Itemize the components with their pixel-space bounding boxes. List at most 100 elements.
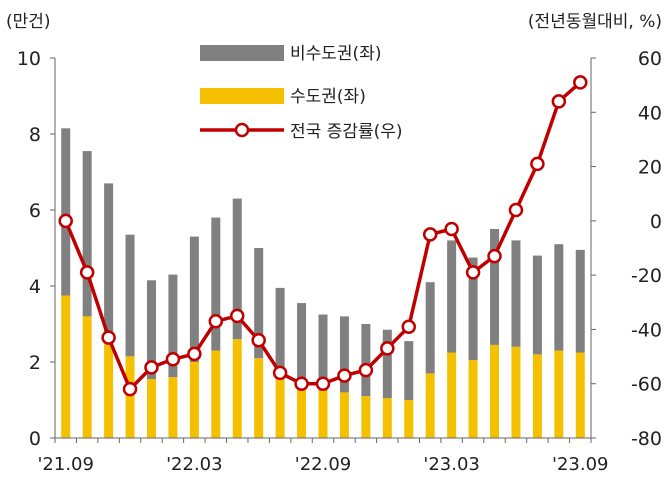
growth-point-22.12 bbox=[380, 341, 395, 356]
bar-nonmetro-22.12 bbox=[382, 329, 392, 399]
growth-point-23.03 bbox=[444, 221, 459, 237]
bar-metro-22.10 bbox=[339, 392, 349, 438]
growth-point-22.09 bbox=[315, 376, 331, 391]
bar-metro-21.12 bbox=[125, 356, 135, 438]
legend-label-nonmetro: 비수도권(좌) bbox=[290, 44, 381, 64]
bar-nonmetro-22.11 bbox=[361, 324, 371, 397]
growth-point-23.05 bbox=[487, 248, 502, 264]
growth-point-23.02 bbox=[422, 227, 438, 242]
left-axis-unit: (만건) bbox=[6, 12, 51, 32]
growth-point-22.05 bbox=[229, 308, 245, 324]
x-tick-label: '22.03 bbox=[166, 454, 222, 475]
bar-nonmetro-23.01 bbox=[404, 341, 414, 400]
bar-metro-22.06 bbox=[254, 358, 264, 438]
growth-point-23.06 bbox=[508, 202, 524, 218]
left-tick-label: 4 bbox=[29, 276, 41, 298]
bar-nonmetro-22.03 bbox=[189, 236, 199, 362]
bar-metro-22.02 bbox=[168, 377, 178, 438]
legend-swatch-nonmetro bbox=[200, 45, 284, 61]
bar-metro-23.07 bbox=[532, 354, 542, 438]
growth-point-22.08 bbox=[294, 376, 309, 391]
bar-nonmetro-23.05 bbox=[490, 229, 500, 345]
bar-metro-22.07 bbox=[275, 379, 285, 438]
growth-point-22.04 bbox=[208, 314, 224, 329]
bar-nonmetro-21.10 bbox=[82, 151, 92, 317]
bar-metro-23.05 bbox=[490, 344, 500, 438]
bar-metro-23.02 bbox=[425, 373, 435, 438]
bar-metro-21.10 bbox=[82, 316, 92, 438]
bar-metro-23.01 bbox=[404, 400, 414, 438]
bar-metro-22.12 bbox=[382, 398, 392, 438]
right-tick-label: -40 bbox=[631, 319, 662, 341]
axes-group: 0 2 4 6 8 10 -80 -60 -40 -20 0 20 40 60 '21.09 '22.03 '2… bbox=[17, 48, 662, 475]
bar-nonmetro-22.05 bbox=[232, 198, 242, 340]
bar-nonmetro-22.08 bbox=[297, 303, 307, 383]
growth-point-23.07 bbox=[530, 156, 545, 172]
bar-nonmetro-22.06 bbox=[254, 248, 264, 359]
right-tick-label: -20 bbox=[631, 265, 662, 287]
growth-point-21.11 bbox=[101, 330, 116, 345]
bar-nonmetro-21.11 bbox=[104, 183, 114, 343]
growth-point-22.06 bbox=[251, 333, 266, 348]
bar-nonmetro-23.03 bbox=[447, 240, 457, 353]
bar-nonmetro-22.09 bbox=[318, 314, 328, 391]
bar-nonmetro-23.06 bbox=[511, 240, 521, 347]
bar-metro-22.04 bbox=[211, 350, 221, 438]
x-tick-label: '21.09 bbox=[37, 454, 93, 475]
legend-label-metro: 수도권(좌) bbox=[290, 87, 366, 107]
right-tick-label: 20 bbox=[638, 157, 662, 179]
bar-nonmetro-22.01 bbox=[146, 280, 156, 380]
growth-point-22.02 bbox=[165, 352, 181, 367]
growth-point-23.01 bbox=[401, 319, 417, 334]
left-tick-label: 8 bbox=[29, 124, 41, 146]
right-axis-unit: (전년동월대비, %) bbox=[528, 12, 662, 32]
right-tick-label: -60 bbox=[631, 374, 662, 396]
growth-point-21.12 bbox=[122, 381, 138, 397]
growth-point-21.09 bbox=[58, 213, 73, 229]
legend-marker-growth bbox=[234, 122, 250, 138]
growth-point-23.09 bbox=[573, 75, 588, 90]
bar-nonmetro-22.04 bbox=[211, 217, 221, 351]
growth-line-group bbox=[58, 75, 588, 397]
bar-nonmetro-23.08 bbox=[554, 244, 564, 351]
bar-metro-23.04 bbox=[468, 360, 478, 438]
legend: 비수도권(좌) 수도권(좌) 전국 증감률(우) bbox=[200, 44, 403, 142]
bar-nonmetro-23.04 bbox=[468, 257, 478, 361]
right-tick-label: -80 bbox=[631, 428, 662, 450]
bar-metro-23.09 bbox=[575, 352, 585, 438]
bar-metro-23.06 bbox=[511, 346, 521, 438]
x-tick-label: '23.03 bbox=[423, 454, 479, 475]
left-tick-label: 10 bbox=[17, 48, 41, 70]
bar-metro-22.11 bbox=[361, 396, 371, 438]
left-tick-label: 2 bbox=[29, 352, 41, 374]
left-tick-label: 0 bbox=[29, 428, 41, 450]
bar-nonmetro-21.09 bbox=[61, 128, 71, 296]
bar-nonmetro-22.10 bbox=[339, 316, 349, 393]
growth-point-22.01 bbox=[144, 360, 159, 375]
legend-swatch-metro bbox=[200, 88, 284, 104]
bar-nonmetro-23.09 bbox=[575, 249, 585, 353]
growth-point-23.08 bbox=[551, 94, 567, 109]
bar-nonmetro-22.02 bbox=[168, 274, 178, 378]
bars-group bbox=[61, 128, 585, 438]
bar-metro-22.05 bbox=[232, 339, 242, 438]
growth-point-23.04 bbox=[465, 265, 481, 280]
growth-point-22.10 bbox=[337, 368, 352, 383]
x-tick-label: '23.09 bbox=[552, 454, 608, 475]
legend-label-growth: 전국 증감률(우) bbox=[290, 122, 403, 142]
growth-point-22.11 bbox=[358, 362, 374, 378]
right-tick-label: 60 bbox=[638, 48, 662, 70]
bar-metro-21.11 bbox=[104, 343, 114, 438]
bar-metro-22.08 bbox=[297, 382, 307, 438]
right-tick-label: 0 bbox=[650, 211, 662, 233]
bar-metro-23.03 bbox=[447, 352, 457, 438]
bar-metro-23.08 bbox=[554, 350, 564, 438]
left-tick-label: 6 bbox=[29, 200, 41, 222]
bar-metro-22.01 bbox=[146, 379, 156, 438]
bar-nonmetro-23.02 bbox=[425, 282, 435, 374]
x-tick-label: '22.09 bbox=[295, 454, 351, 475]
bar-nonmetro-21.12 bbox=[125, 234, 135, 357]
bar-nonmetro-23.07 bbox=[532, 255, 542, 355]
right-tick-label: 40 bbox=[638, 102, 662, 124]
